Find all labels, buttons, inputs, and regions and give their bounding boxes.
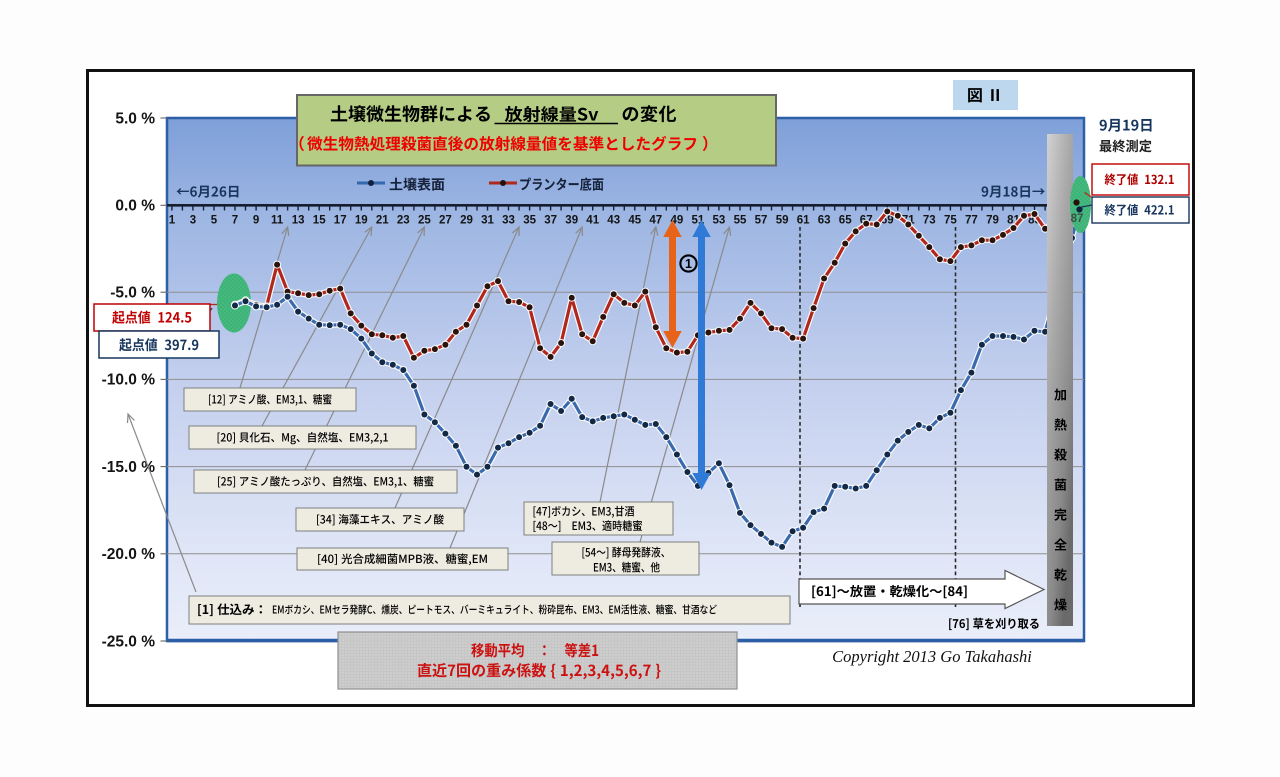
svg-text:75: 75 — [944, 215, 957, 227]
svg-text:25: 25 — [418, 215, 431, 227]
svg-text:5.0 %: 5.0 % — [115, 110, 155, 127]
svg-text:1: 1 — [169, 215, 176, 227]
svg-text:-25.0 %: -25.0 % — [102, 633, 156, 650]
svg-text:33: 33 — [502, 215, 515, 227]
svg-text:Copyright 2013 Go Takahashi: Copyright 2013 Go Takahashi — [832, 647, 1032, 666]
svg-text:9: 9 — [253, 215, 259, 227]
svg-text:3: 3 — [190, 215, 196, 227]
svg-text:41: 41 — [586, 215, 599, 227]
svg-text:77: 77 — [965, 215, 978, 227]
svg-text:0.0 %: 0.0 % — [115, 198, 155, 215]
svg-text:21: 21 — [376, 215, 389, 227]
svg-text:23: 23 — [397, 215, 410, 227]
svg-text:73: 73 — [923, 215, 936, 227]
svg-text:13: 13 — [292, 215, 305, 227]
svg-text:1: 1 — [685, 257, 692, 271]
svg-text:-20.0 %: -20.0 % — [102, 546, 156, 563]
svg-text:-5.0 %: -5.0 % — [110, 285, 155, 302]
svg-text:45: 45 — [628, 215, 641, 227]
svg-text:-10.0 %: -10.0 % — [102, 372, 156, 389]
svg-text:31: 31 — [481, 215, 494, 227]
svg-text:17: 17 — [334, 215, 347, 227]
svg-text:11: 11 — [271, 215, 284, 227]
svg-text:-15.0 %: -15.0 % — [102, 459, 156, 476]
svg-text:29: 29 — [460, 215, 473, 227]
svg-text:35: 35 — [523, 215, 536, 227]
svg-text:27: 27 — [439, 215, 452, 227]
svg-text:79: 79 — [986, 215, 999, 227]
svg-text:43: 43 — [607, 215, 620, 227]
svg-text:15: 15 — [313, 215, 326, 227]
svg-text:65: 65 — [839, 215, 852, 227]
svg-text:39: 39 — [565, 215, 578, 227]
svg-text:47: 47 — [649, 215, 662, 227]
svg-text:19: 19 — [355, 215, 368, 227]
svg-text:63: 63 — [818, 215, 831, 227]
svg-text:57: 57 — [755, 215, 768, 227]
svg-text:5: 5 — [211, 215, 218, 227]
svg-text:53: 53 — [713, 215, 726, 227]
svg-text:37: 37 — [544, 215, 557, 227]
svg-text:7: 7 — [232, 215, 238, 227]
svg-text:59: 59 — [776, 215, 789, 227]
svg-text:61: 61 — [797, 215, 810, 227]
svg-text:55: 55 — [734, 215, 747, 227]
svg-text:87: 87 — [1071, 213, 1084, 225]
